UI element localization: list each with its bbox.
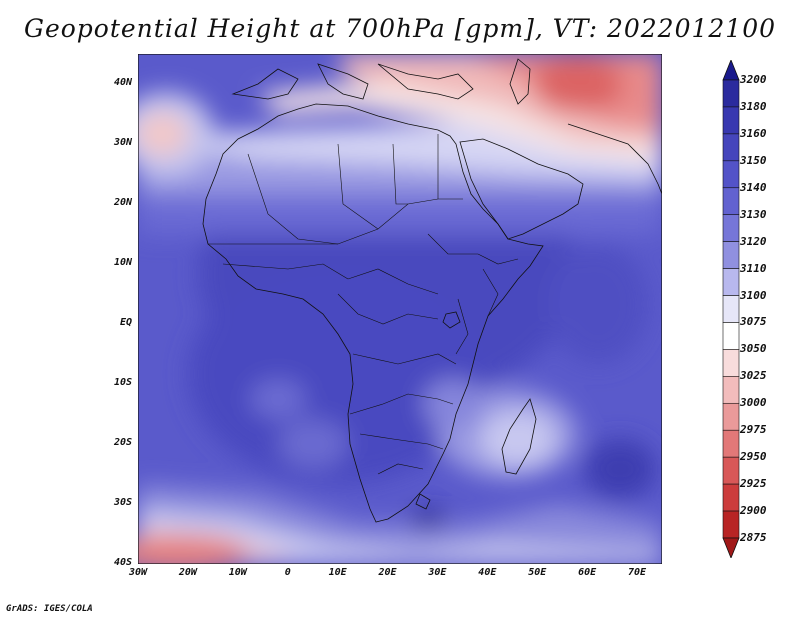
field-contours bbox=[138, 54, 662, 564]
colorbar-tick-label: 2925 bbox=[740, 477, 767, 491]
colorbar-segment bbox=[722, 187, 740, 216]
lat-tick-label: 40N bbox=[113, 77, 132, 88]
colorbar-tick-label: 3110 bbox=[740, 261, 767, 275]
lon-tick-label: 50E bbox=[528, 567, 547, 578]
colorbar-segment bbox=[722, 510, 740, 539]
colorbar-tick-label: 2900 bbox=[740, 504, 767, 518]
colorbar-tick-label: 3000 bbox=[740, 396, 767, 410]
colorbar-segment bbox=[722, 79, 740, 108]
map-panel bbox=[138, 54, 662, 564]
lon-tick-label: 10E bbox=[328, 567, 347, 578]
colorbar-segment bbox=[722, 160, 740, 189]
country-borders bbox=[208, 134, 519, 475]
colorbar-segment bbox=[722, 214, 740, 242]
lon-tick-label: 40E bbox=[478, 567, 497, 578]
colorbar-segment bbox=[722, 106, 740, 135]
colorbar-tick-label: 3100 bbox=[740, 288, 767, 302]
chart-title: Geopotential Height at 700hPa [gpm], VT:… bbox=[23, 14, 777, 43]
footer-credit: GrADS: IGES/COLA bbox=[6, 604, 93, 614]
colorbar-top-arrow bbox=[722, 60, 740, 81]
colorbar-tick-label: 2950 bbox=[740, 450, 767, 464]
lat-tick-label: EQ bbox=[119, 317, 132, 328]
lon-tick-label: 30E bbox=[428, 567, 447, 578]
colorbar-tick-label: 3075 bbox=[740, 315, 767, 329]
colorbar-tick-label: 3180 bbox=[740, 99, 767, 113]
colorbar-tick-label: 3150 bbox=[740, 153, 767, 167]
lon-tick-label: 30W bbox=[128, 567, 148, 578]
lat-tick-label: 40S bbox=[113, 557, 132, 568]
colorbar-segment bbox=[722, 295, 740, 323]
colorbar-tick-label: 3160 bbox=[740, 126, 767, 140]
lat-tick-label: 20N bbox=[113, 197, 132, 208]
colorbar-segment bbox=[722, 429, 740, 458]
lon-tick-label: 20W bbox=[178, 567, 197, 578]
lat-tick-label: 20S bbox=[113, 437, 132, 448]
colorbar-bottom-arrow bbox=[722, 537, 740, 558]
colorbar-tick-label: 3200 bbox=[740, 73, 767, 86]
colorbar-segment bbox=[722, 456, 740, 485]
colorbar-tick-label: 2975 bbox=[740, 423, 767, 437]
colorbar-segment bbox=[722, 402, 740, 431]
coastlines bbox=[202, 58, 662, 523]
colorbar-segment bbox=[722, 268, 740, 296]
lat-tick-label: 10N bbox=[113, 257, 132, 268]
colorbar bbox=[722, 60, 740, 558]
lon-tick-label: 70E bbox=[628, 567, 647, 578]
colorbar-segment bbox=[722, 349, 740, 377]
lon-tick-label: 0 bbox=[284, 567, 291, 578]
colorbar-tick-label: 3025 bbox=[740, 369, 767, 383]
colorbar-tick-label: 3140 bbox=[740, 180, 767, 194]
colorbar-segment bbox=[722, 483, 740, 512]
colorbar-segment bbox=[722, 322, 740, 350]
colorbar-tick-label: 2875 bbox=[740, 531, 767, 544]
height-field-map bbox=[138, 54, 662, 564]
colorbar-segment bbox=[722, 241, 740, 269]
lat-tick-label: 10S bbox=[113, 377, 132, 388]
colorbar-segment bbox=[722, 133, 740, 162]
colorbar-tick-label: 3120 bbox=[740, 234, 767, 248]
lat-tick-label: 30N bbox=[113, 137, 132, 148]
colorbar-segment bbox=[722, 376, 740, 404]
lon-tick-label: 60E bbox=[578, 567, 597, 578]
colorbar-tick-label: 3050 bbox=[740, 342, 767, 356]
lon-tick-label: 10W bbox=[228, 567, 247, 578]
lon-tick-label: 20E bbox=[378, 567, 397, 578]
lat-tick-label: 30S bbox=[113, 497, 132, 508]
colorbar-tick-label: 3130 bbox=[740, 207, 767, 221]
